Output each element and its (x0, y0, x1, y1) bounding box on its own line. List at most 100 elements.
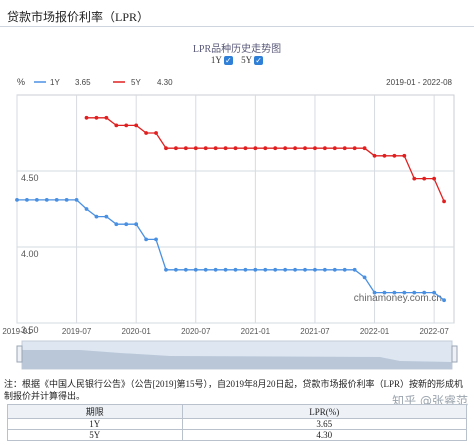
series-1y-point[interactable] (322, 267, 327, 272)
series-1y-point[interactable] (293, 267, 297, 272)
series-1y-point[interactable] (34, 197, 39, 202)
series-1y-point[interactable] (372, 290, 377, 295)
series-1y-point[interactable] (283, 267, 288, 272)
series-5y-point[interactable] (114, 123, 119, 128)
series-5y-point[interactable] (332, 146, 337, 151)
series-1y-point[interactable] (332, 267, 337, 272)
toggle-1y[interactable]: 1Y ✓ (211, 55, 233, 65)
series-5y-point[interactable] (313, 146, 317, 151)
series-1y-point[interactable] (432, 290, 437, 295)
series-5y-point[interactable] (223, 146, 228, 151)
series-1y-point[interactable] (342, 267, 347, 272)
series-1y-point[interactable] (94, 214, 99, 219)
series-1y-point[interactable] (362, 275, 367, 280)
series-1y-point[interactable] (104, 214, 109, 219)
checkbox-checked-icon[interactable]: ✓ (254, 55, 264, 65)
series-1y-point[interactable] (233, 267, 238, 272)
series-1y-point[interactable] (15, 197, 19, 202)
series-1y-point[interactable] (213, 267, 218, 272)
series-1y-point[interactable] (392, 290, 397, 295)
table-row: 5Y 4.30 (7, 429, 467, 441)
series-5y-point[interactable] (183, 146, 188, 151)
series-5y-point[interactable] (352, 146, 357, 151)
series-5y-point[interactable] (213, 146, 218, 151)
series-5y-point[interactable] (412, 176, 417, 181)
series-1y-point[interactable] (84, 207, 89, 211)
series-1y-point[interactable] (243, 267, 248, 272)
series-5y-point[interactable] (243, 146, 248, 151)
series-5y-point[interactable] (104, 115, 109, 120)
series-5y-point[interactable] (144, 131, 149, 135)
series-5y-point[interactable] (84, 115, 89, 120)
series-1y-point[interactable] (203, 267, 208, 272)
series-1y-point[interactable] (183, 267, 188, 272)
table-header-rate: LPR(%) (181, 404, 467, 419)
series-1y-point[interactable] (352, 267, 357, 272)
series-1y-point[interactable] (422, 290, 427, 295)
series-1y-point[interactable] (223, 267, 228, 272)
plot-frame (16, 94, 455, 324)
series-5y-point[interactable] (164, 146, 168, 151)
toggle-5y[interactable]: 5Y ✓ (241, 55, 264, 65)
series-1y-point[interactable] (25, 197, 29, 202)
legend-1y-value: 3.65 (75, 78, 91, 87)
series-1y-point[interactable] (313, 267, 317, 272)
checkbox-checked-icon[interactable]: ✓ (223, 55, 233, 65)
series-5y-point[interactable] (253, 146, 258, 151)
series-5y-point[interactable] (422, 176, 427, 181)
series-5y-point[interactable] (293, 146, 297, 151)
series-1y-point[interactable] (263, 267, 268, 272)
series-1y-point[interactable] (382, 290, 387, 295)
series-5y-point[interactable] (174, 146, 178, 151)
series-1y-point[interactable] (114, 222, 119, 227)
navigator-left-handle[interactable] (16, 345, 23, 363)
series-5y-point[interactable] (362, 146, 367, 151)
series-1y-point[interactable] (193, 267, 198, 272)
x-tick-label: 2022-07 (419, 327, 449, 336)
series-5y-point[interactable] (233, 146, 238, 151)
series-5y-point[interactable] (273, 146, 278, 151)
series-1y-point[interactable] (134, 222, 139, 227)
series-1y-point[interactable] (303, 267, 307, 272)
series-1y-point[interactable] (164, 267, 168, 272)
series-5y-point[interactable] (392, 153, 397, 158)
series-5y-point[interactable] (442, 199, 446, 204)
series-5y-point[interactable] (94, 115, 99, 120)
series-1y-point[interactable] (253, 267, 258, 272)
x-tick-label: 2021-01 (241, 327, 271, 336)
series-5y-point[interactable] (382, 153, 387, 158)
series-5y-point[interactable] (193, 146, 198, 151)
series-5y-point[interactable] (322, 146, 327, 151)
series-1y-point[interactable] (154, 237, 158, 242)
range-navigator[interactable] (16, 340, 458, 370)
series-5y-point[interactable] (263, 146, 268, 151)
series-1y-point[interactable] (273, 267, 278, 272)
series-5y-point[interactable] (432, 176, 437, 181)
legend-5y-value: 4.30 (157, 78, 173, 87)
series-5y-point[interactable] (124, 123, 129, 128)
series-1y-point[interactable] (144, 237, 149, 242)
series-5y-point[interactable] (303, 146, 307, 151)
series-1y-point[interactable] (74, 197, 79, 202)
series-1y-point[interactable] (124, 222, 129, 227)
series-1y-point[interactable] (442, 298, 446, 303)
x-tick-label: 2019-07 (62, 327, 92, 336)
series-5y-point[interactable] (134, 123, 139, 128)
series-1y-point[interactable] (412, 290, 417, 295)
navigator-right-handle[interactable] (451, 345, 458, 363)
series-5y-point[interactable] (203, 146, 208, 151)
y-tick-label: 3.50 (21, 325, 39, 335)
series-5y-point[interactable] (402, 153, 407, 158)
series-5y-point[interactable] (283, 146, 288, 151)
series-5y-point[interactable] (342, 146, 347, 151)
series-1y-point[interactable] (54, 197, 59, 202)
y-tick-label: 4.00 (21, 249, 39, 259)
series-1y-point[interactable] (64, 197, 69, 202)
series-1y-point[interactable] (402, 290, 407, 295)
footnote: 注：根据《中国人民银行公告》（公告[2019]第15号），自2019年8月20日… (4, 379, 464, 401)
series-1y-point[interactable] (44, 197, 49, 202)
series-5y-point[interactable] (154, 131, 158, 135)
series-5y-point[interactable] (372, 153, 377, 158)
grid-lines (16, 95, 454, 324)
series-1y-point[interactable] (174, 267, 178, 272)
